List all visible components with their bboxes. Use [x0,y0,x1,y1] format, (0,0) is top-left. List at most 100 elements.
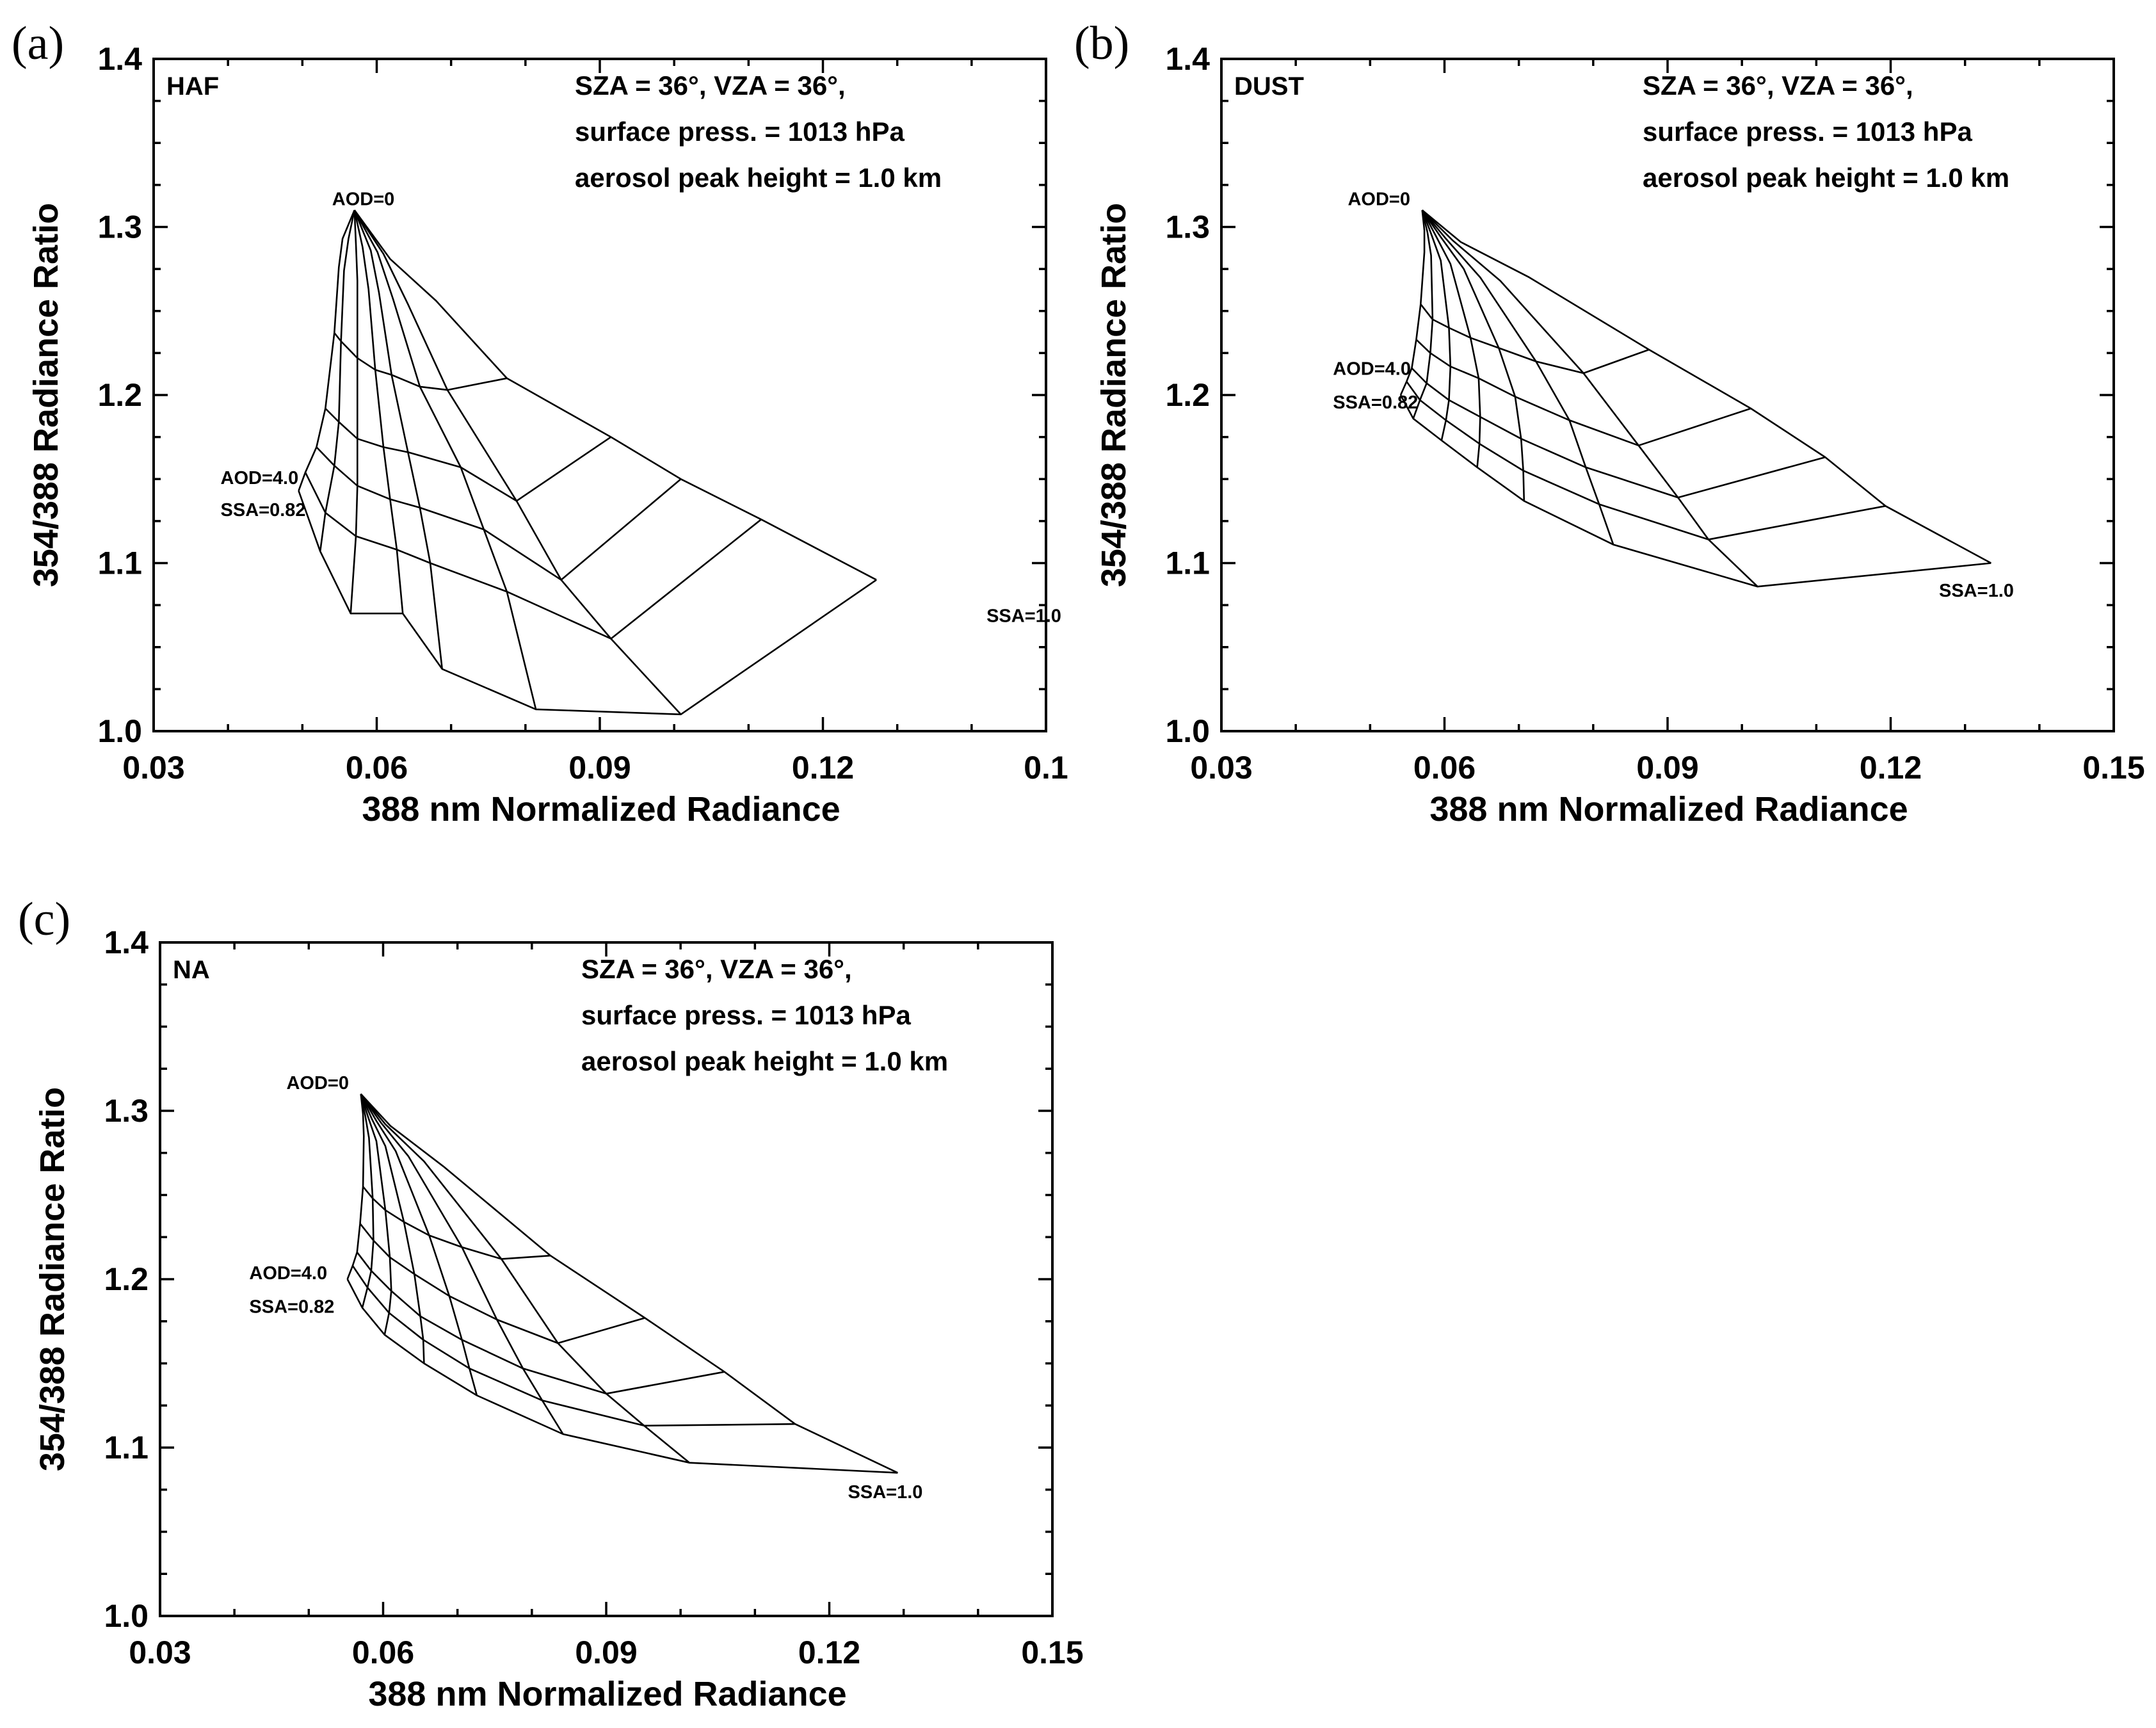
plot-frame [152,58,1047,732]
chart-panel-dust: (b) 0.03 0.06 0.09 0.12 0.15 1.0 1.1 1.2 1.3 1.4 38… [1074,17,2145,828]
ssa-curve [360,1093,690,1464]
y-tick-label: 1.0 [104,1598,149,1634]
aod-curve [351,1265,796,1427]
y-tick-label: 1.0 [1165,713,1210,749]
ssa-curve [346,1094,365,1280]
condition-note: aerosol peak height = 1.0 km [1643,163,2009,193]
x-tick-label: 0.03 [129,1635,191,1670]
ssa-curve [360,1094,478,1396]
ssa-curve [360,1093,898,1474]
condition-note: surface press. = 1013 hPa [581,1000,911,1030]
x-axis-label: 388 nm Normalized Radiance [1429,790,1908,828]
aod-curve [356,1252,725,1395]
ssa-curve [1421,209,1452,441]
x-tick-label: 0.15 [2082,750,2144,786]
aod-curve [325,408,612,502]
y-tick-label: 1.3 [97,209,142,245]
ssa-curve [1421,209,1481,468]
y-tick-label: 1.1 [104,1430,149,1466]
x-tick-label: 0.06 [352,1635,414,1670]
y-axis-label: 354/388 Radiance Ratio [1095,203,1133,587]
ssa-curve [1421,209,1525,501]
curve-annotation: AOD=0 [332,189,395,209]
y-tick-label: 1.4 [1165,41,1210,77]
aerosol-type-label: NA [173,956,210,984]
curve-annotation: SSA=0.82 [1333,392,1418,413]
ssa-curve [353,209,877,581]
chart-panel-na: (c) 0.03 0.06 0.09 0.12 0.15 1.0 1.1 1.2 1.3 1.4 38… [18,893,1084,1713]
aod-curve [1411,367,1826,499]
curve-annotation: SSA=0.82 [249,1297,334,1318]
condition-note: SZA = 36°, VZA = 36°, [575,70,846,101]
y-axis-label: 354/388 Radiance Ratio [33,1087,72,1471]
panel-label: (a) [12,17,64,70]
ssa-curve [353,209,537,710]
aerosol-type-label: DUST [1234,72,1304,101]
ssa-curve [353,209,682,715]
condition-note: SZA = 36°, VZA = 36°, [1643,70,1913,101]
curve-annotation: AOD=0 [1348,189,1410,209]
x-tick-label: 0.09 [568,750,631,786]
aod-curve [362,1186,551,1260]
y-axis-label: 354/388 Radiance Ratio [27,203,65,587]
ssa-curve [1412,209,1434,419]
curve-annotation: SSA=1.0 [1939,581,2014,601]
condition-note: surface press. = 1013 hPa [1643,117,1972,147]
y-tick-label: 1.3 [104,1093,149,1129]
ssa-curve [360,1094,392,1336]
y-tick-label: 1.2 [1165,377,1210,413]
ssa-curve [353,209,443,670]
ssa-curve [1421,209,1991,564]
ssa-curve [298,209,355,492]
condition-note: SZA = 36°, VZA = 36°, [581,954,852,984]
x-tick-label: 0.15 [1021,1635,1083,1670]
curve-annotation: SSA=0.82 [221,500,306,521]
aod-curve [334,332,508,391]
y-tick-label: 1.4 [97,41,142,77]
y-tick-label: 1.4 [104,925,149,960]
y-tick-label: 1.1 [1165,545,1210,581]
x-axis-label: 388 nm Normalized Radiance [362,790,840,828]
ssa-curve [1421,209,1614,545]
aod-curve [298,490,877,716]
panel-label: (c) [18,893,70,946]
panel-label: (b) [1074,17,1129,70]
ssa-curve [353,209,404,614]
aod-curve [304,472,762,640]
curve-annotation: AOD=0 [286,1073,349,1094]
y-tick-label: 1.0 [97,713,142,749]
x-tick-label: 0.12 [1860,750,1922,786]
condition-note: aerosol peak height = 1.0 km [581,1046,948,1076]
x-tick-label: 0.09 [575,1635,637,1670]
x-tick-label: 0.03 [1190,750,1252,786]
ssa-curve [319,209,355,552]
aod-curve [1420,303,1650,375]
aod-curve [1399,394,1991,588]
ssa-curve [1421,209,1758,588]
ssa-curve [360,1094,374,1309]
x-tick-label: 0.03 [122,750,184,786]
x-tick-label: 0.12 [798,1635,860,1670]
aerosol-type-label: HAF [166,72,219,101]
aod-curve [316,446,682,581]
ssa-curve [360,1094,425,1364]
x-tick-label: 0.09 [1636,750,1698,786]
x-tick-label: 0.1 [1024,750,1068,786]
y-tick-label: 1.2 [104,1261,149,1297]
ssa-curve [360,1093,564,1435]
aod-curve [1406,381,1886,540]
y-tick-label: 1.1 [97,545,142,581]
curve-annotation: AOD=4.0 [221,468,299,489]
curve-annotation: AOD=4.0 [1333,359,1411,380]
x-tick-label: 0.06 [346,750,408,786]
x-tick-label: 0.06 [1413,750,1476,786]
aod-curve [346,1279,898,1474]
ssa-curve [1399,210,1426,396]
curve-annotation: SSA=1.0 [848,1482,923,1503]
condition-note: surface press. = 1013 hPa [575,117,905,147]
y-tick-label: 1.3 [1165,209,1210,245]
x-axis-label: 388 nm Normalized Radiance [368,1675,846,1713]
chart-panel-haf: (a) 0.03 0.06 0.09 0.12 0.1 1.0 1.1 1.2 1.3 1.4 388… [12,17,1068,828]
aod-curve [1415,339,1751,447]
curve-annotation: AOD=4.0 [249,1263,327,1284]
